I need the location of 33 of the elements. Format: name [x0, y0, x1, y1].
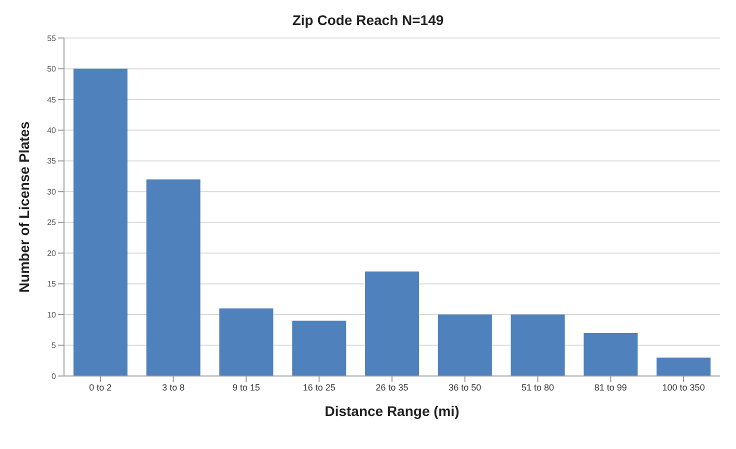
x-tick-label: 16 to 25 [302, 382, 336, 392]
x-tick-label: 100 to 350 [662, 382, 705, 392]
chart-title: Zip Code Reach N=149 [291, 12, 445, 28]
y-tick-label: 0 [52, 372, 57, 381]
x-tick-label: 0 to 2 [89, 382, 112, 392]
y-tick-label: 10 [47, 310, 57, 320]
x-tick-label: 81 to 99 [594, 382, 627, 392]
bar [219, 308, 274, 376]
bar [438, 314, 492, 376]
x-tick-label: 3 to 8 [162, 382, 185, 392]
y-tick-label: 45 [47, 95, 57, 104]
y-tick-label: 20 [47, 248, 57, 258]
bar [73, 68, 128, 376]
bar [292, 320, 346, 376]
bar [146, 179, 200, 376]
y-tick-label: 55 [47, 34, 57, 43]
y-tick-label: 25 [47, 218, 57, 228]
y-tick-label: 15 [47, 280, 57, 289]
x-tick-label: 26 to 35 [376, 382, 408, 392]
x-tick-label: 36 to 50 [448, 382, 482, 392]
y-tick-label: 50 [47, 64, 57, 74]
y-tick-label: 35 [47, 156, 57, 166]
x-tick-label: 9 to 15 [232, 382, 260, 392]
x-tick-label: 51 to 80 [522, 382, 554, 392]
bar [510, 314, 565, 376]
bar [365, 272, 420, 376]
bar [656, 358, 711, 376]
bar [584, 332, 638, 376]
y-tick-label: 5 [52, 341, 57, 350]
y-tick-label: 40 [47, 126, 57, 136]
y-axis-title: Number of License Plates [16, 121, 32, 293]
x-axis-title: Distance Range (mi) [324, 403, 460, 419]
y-tick-label: 30 [47, 187, 57, 196]
